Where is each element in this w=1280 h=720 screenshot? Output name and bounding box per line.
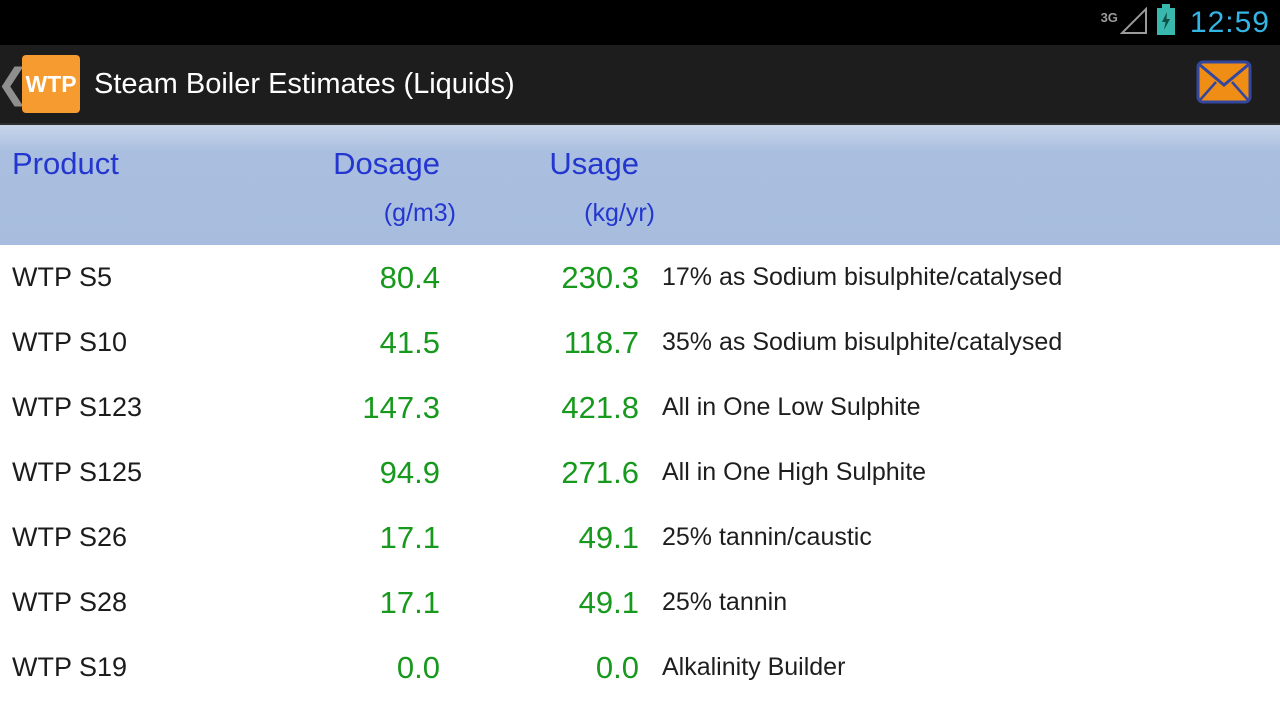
network-indicator: 3G (1101, 6, 1148, 40)
usage-value: 0.0 (595, 649, 639, 685)
network-type-label: 3G (1100, 9, 1118, 25)
product-description: 17% as Sodium bisulphite/catalysed (662, 263, 1063, 291)
dosage-unit-label: (g/m3) (383, 198, 456, 227)
estimates-table: WTP S5 80.4 230.3 17% as Sodium bisulphi… (0, 245, 1280, 700)
product-name: WTP S123 (12, 392, 143, 422)
email-icon (1196, 60, 1252, 109)
product-description: 25% tannin/caustic (662, 523, 872, 551)
product-name: WTP S10 (12, 327, 128, 357)
table-row[interactable]: WTP S123 147.3 421.8 All in One Low Sulp… (0, 375, 1280, 440)
product-name: WTP S5 (12, 262, 113, 292)
product-name: WTP S19 (12, 652, 128, 682)
column-header-product: Product (12, 146, 119, 181)
dosage-value: 17.1 (379, 584, 440, 620)
table-row[interactable]: WTP S5 80.4 230.3 17% as Sodium bisulphi… (0, 245, 1280, 310)
product-name: WTP S28 (12, 587, 128, 617)
table-row[interactable]: WTP S10 41.5 118.7 35% as Sodium bisulph… (0, 310, 1280, 375)
app-icon[interactable]: WTP (22, 55, 80, 113)
signal-triangle-icon (1119, 6, 1148, 40)
usage-value: 421.8 (561, 389, 639, 425)
usage-value: 49.1 (578, 519, 639, 555)
back-icon[interactable]: ❮ (0, 44, 22, 124)
dosage-value: 41.5 (379, 324, 440, 360)
clock: 12:59 (1189, 5, 1270, 39)
action-bar: ❮ WTP Steam Boiler Estimates (Liquids) (0, 45, 1280, 125)
table-header: Product Dosage Usage (g/m3) (kg/yr) (0, 125, 1280, 245)
status-bar: 3G 12:59 (0, 0, 1280, 45)
dosage-value: 80.4 (379, 259, 440, 295)
product-description: All in One Low Sulphite (662, 393, 921, 421)
dosage-value: 17.1 (379, 519, 440, 555)
product-name: WTP S125 (12, 457, 143, 487)
usage-unit-label: (kg/yr) (584, 198, 655, 227)
product-description: All in One High Sulphite (662, 458, 927, 486)
table-row[interactable]: WTP S19 0.0 0.0 Alkalinity Builder (0, 635, 1280, 700)
battery-charging-icon (1156, 4, 1176, 41)
table-row[interactable]: WTP S125 94.9 271.6 All in One High Sulp… (0, 440, 1280, 505)
page-title: Steam Boiler Estimates (Liquids) (94, 67, 515, 100)
dosage-value: 94.9 (379, 454, 440, 490)
table-row[interactable]: WTP S26 17.1 49.1 25% tannin/caustic (0, 505, 1280, 570)
usage-value: 118.7 (563, 324, 639, 360)
product-name: WTP S26 (12, 522, 128, 552)
product-description: Alkalinity Builder (662, 653, 846, 681)
column-header-usage: Usage (549, 146, 639, 181)
usage-value: 271.6 (561, 454, 639, 490)
column-header-dosage: Dosage (333, 146, 440, 181)
product-description: 35% as Sodium bisulphite/catalysed (662, 328, 1063, 356)
usage-value: 49.1 (578, 584, 639, 620)
dosage-value: 0.0 (396, 649, 440, 685)
dosage-value: 147.3 (362, 389, 440, 425)
product-description: 25% tannin (662, 588, 788, 616)
email-button[interactable] (1196, 60, 1252, 109)
table-row[interactable]: WTP S28 17.1 49.1 25% tannin (0, 570, 1280, 635)
usage-value: 230.3 (561, 259, 639, 295)
